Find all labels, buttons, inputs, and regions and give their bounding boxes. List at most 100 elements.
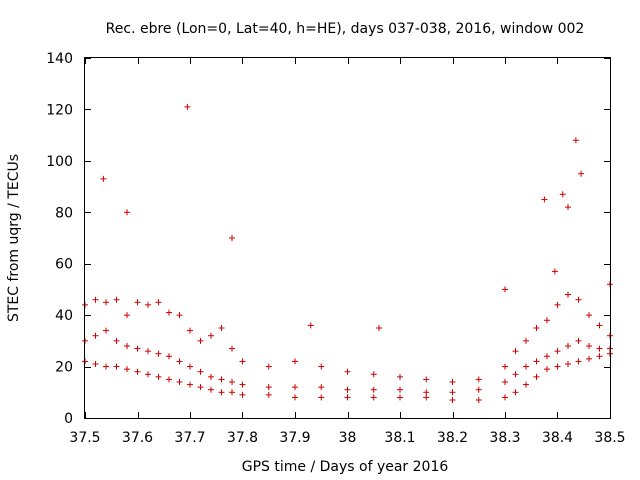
y-tick-label: 80	[55, 205, 73, 221]
data-point	[554, 301, 561, 308]
data-point	[208, 332, 214, 339]
data-point	[187, 363, 193, 370]
data-point	[92, 332, 99, 339]
x-tick-label: 37.5	[69, 430, 100, 446]
data-point	[397, 394, 403, 401]
y-tick-label: 0	[64, 411, 73, 427]
data-point	[229, 389, 235, 396]
data-point	[565, 204, 571, 211]
data-point	[376, 325, 382, 331]
data-point	[565, 343, 571, 349]
x-tick-label: 37.8	[227, 430, 258, 446]
data-point	[307, 322, 314, 329]
data-point	[155, 373, 162, 380]
y-tick-label: 120	[46, 102, 73, 118]
data-point	[134, 299, 141, 306]
data-point	[502, 394, 508, 401]
data-point	[292, 394, 298, 401]
data-point	[166, 376, 172, 383]
data-point	[229, 345, 235, 352]
data-point	[103, 363, 109, 370]
data-point	[551, 268, 558, 275]
data-point	[502, 363, 508, 370]
data-point	[134, 345, 141, 352]
data-point	[218, 325, 225, 331]
y-tick-label: 140	[46, 51, 73, 67]
data-point	[475, 397, 482, 403]
x-tick-label: 38.4	[542, 430, 573, 446]
data-point	[265, 391, 272, 398]
data-point	[554, 363, 561, 370]
data-point	[397, 373, 403, 380]
data-point	[187, 327, 193, 334]
data-point	[197, 368, 204, 375]
data-point	[554, 348, 561, 355]
data-point	[575, 296, 582, 303]
data-point	[586, 343, 592, 349]
data-point	[596, 345, 603, 352]
data-point	[533, 373, 540, 380]
data-point	[565, 291, 571, 298]
data-point	[292, 358, 298, 365]
data-point	[423, 394, 430, 401]
y-axis-label: STEC from uqrg / TECUs	[6, 154, 22, 322]
x-tick-label: 37.7	[174, 430, 205, 446]
data-point	[449, 389, 456, 396]
y-axis: 0 20 40 60 80 100 120 140	[46, 51, 610, 427]
data-point	[596, 353, 603, 360]
data-point	[218, 376, 225, 383]
data-point	[541, 196, 548, 203]
data-point	[103, 327, 109, 334]
data-point	[229, 379, 235, 385]
x-tick-label: 37.9	[279, 430, 310, 446]
y-tick-label: 40	[55, 308, 73, 324]
data-point	[596, 322, 603, 329]
data-point	[544, 353, 550, 360]
data-point	[166, 309, 172, 316]
data-point	[344, 368, 351, 375]
y-tick-label: 60	[55, 257, 73, 273]
x-tick-label: 38.2	[437, 430, 468, 446]
data-point	[103, 299, 109, 306]
data-point	[265, 363, 272, 370]
data-point	[523, 337, 529, 344]
data-point	[124, 209, 130, 216]
data-point	[423, 389, 430, 396]
data-point	[113, 337, 120, 344]
data-point	[559, 191, 566, 198]
data-point	[502, 379, 508, 385]
data-point	[218, 389, 225, 396]
data-point	[124, 312, 130, 319]
data-point	[544, 317, 550, 324]
data-point	[523, 381, 529, 388]
data-point	[533, 358, 540, 365]
data-point	[176, 358, 183, 365]
data-point	[145, 348, 151, 355]
x-tick-label: 38.5	[594, 430, 625, 446]
data-point	[176, 312, 183, 319]
data-point	[512, 389, 519, 396]
data-point	[134, 368, 141, 375]
y-tick-label: 100	[46, 154, 73, 170]
data-point	[229, 235, 235, 241]
data-point	[370, 371, 377, 378]
data-point	[239, 391, 246, 398]
data-point	[100, 175, 107, 182]
chart-title: Rec. ebre (Lon=0, Lat=40, h=HE), days 03…	[106, 21, 585, 37]
data-point	[318, 363, 325, 370]
data-point	[145, 371, 151, 378]
data-point	[523, 363, 529, 370]
data-point	[318, 394, 325, 401]
data-point	[92, 361, 99, 367]
y-tick-label: 20	[55, 360, 73, 376]
data-point	[265, 384, 272, 391]
data-point	[124, 366, 130, 373]
data-point	[575, 337, 582, 344]
data-point	[208, 386, 214, 393]
data-point	[184, 103, 191, 110]
data-point	[475, 376, 482, 383]
data-point	[197, 384, 204, 391]
data-point	[113, 296, 120, 303]
data-point	[565, 361, 571, 367]
